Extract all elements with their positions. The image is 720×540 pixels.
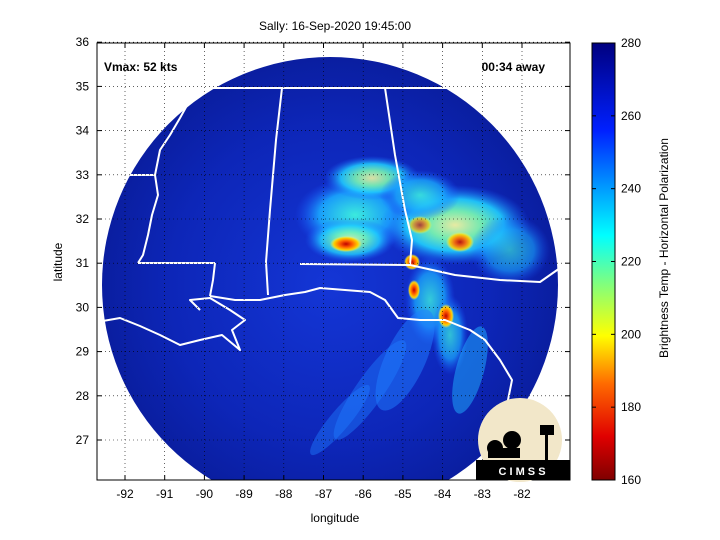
hot-spot <box>408 216 432 234</box>
colorbar-label: Brightness Temp - Horizontal Polarizatio… <box>657 138 671 358</box>
hot-spot <box>408 280 420 300</box>
y-tick-label: 29 <box>76 345 90 359</box>
y-tick-label: 36 <box>76 35 90 49</box>
y-tick-label: 28 <box>76 389 90 403</box>
colorbar-tick-label: 180 <box>621 400 641 414</box>
y-tick-label: 34 <box>76 124 90 138</box>
x-tick-label: -86 <box>355 487 373 501</box>
colorbar-tick-label: 220 <box>621 255 641 269</box>
cloud-band <box>380 170 460 220</box>
y-tick-label: 32 <box>76 212 90 226</box>
cimss-logo: C I M S S <box>476 398 570 482</box>
logo-dish <box>503 431 521 449</box>
x-tick-label: -84 <box>434 487 452 501</box>
y-axis-label: latitude <box>51 242 65 281</box>
hot-spot <box>330 236 362 252</box>
x-axis: -92 -91 -90 -89 -88 -87 -86 -85 -84 -83 -82 <box>116 43 531 501</box>
plot-title: Sally: 16-Sep-2020 19:45:00 <box>259 19 411 33</box>
colorbar-tick-label: 160 <box>621 473 641 487</box>
colorbar-tick-label: 260 <box>621 109 641 123</box>
coastlines-and-borders <box>97 44 566 456</box>
logo-banner <box>476 460 570 480</box>
vmax-label: Vmax: 52 kts <box>104 60 178 74</box>
y-axis: 27 28 29 30 31 32 33 34 35 36 <box>76 35 570 447</box>
swath-disc <box>102 57 558 480</box>
rain-band <box>375 309 435 411</box>
colorbar-tick-label: 240 <box>621 182 641 196</box>
logo-tower <box>540 425 554 435</box>
time-away-label: 00:34 away <box>482 60 546 74</box>
hot-spot <box>446 232 474 252</box>
x-tick-label: -92 <box>116 487 134 501</box>
x-tick-label: -85 <box>394 487 412 501</box>
y-tick-label: 27 <box>76 433 90 447</box>
x-tick-label: -83 <box>474 487 492 501</box>
y-tick-label: 35 <box>76 79 90 93</box>
rain-band <box>310 384 370 456</box>
colorbar-ticks: 160 180 200 220 240 260 280 <box>592 36 641 487</box>
y-tick-label: 33 <box>76 168 90 182</box>
y-tick-label: 31 <box>76 256 90 270</box>
x-tick-label: -89 <box>235 487 253 501</box>
colorbar-tick-label: 200 <box>621 327 641 341</box>
colorbar-tick-label: 280 <box>621 36 641 50</box>
cloud-band <box>470 215 550 285</box>
x-tick-label: -88 <box>275 487 293 501</box>
axes-box <box>96 42 571 481</box>
x-tick-label: -91 <box>156 487 174 501</box>
logo-tower <box>545 435 548 460</box>
logo-text: C I M S S <box>498 466 545 478</box>
rain-band <box>333 340 407 440</box>
x-tick-label: -82 <box>513 487 531 501</box>
satellite-swath <box>97 44 566 480</box>
x-tick-label: -87 <box>315 487 333 501</box>
x-axis-label: longitude <box>311 511 360 525</box>
logo-building <box>488 448 520 458</box>
grid-lines <box>97 41 570 480</box>
x-tick-label: -90 <box>196 487 214 501</box>
y-tick-label: 30 <box>76 300 90 314</box>
rain-band <box>452 326 488 414</box>
